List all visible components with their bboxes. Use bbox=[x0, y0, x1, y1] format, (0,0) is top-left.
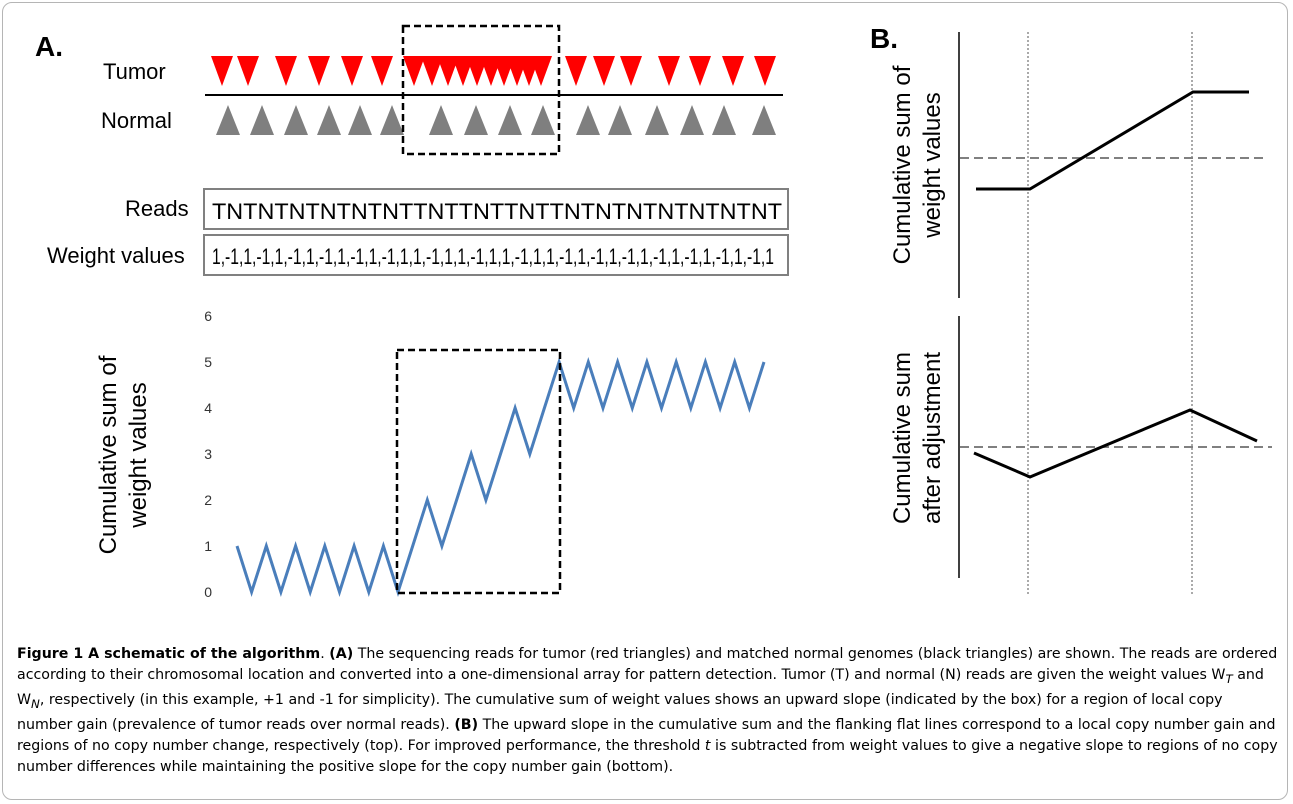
caption-threshold-t: t bbox=[704, 737, 711, 754]
y-tick-label: 6 bbox=[204, 308, 212, 324]
caption-title-end: . bbox=[320, 646, 330, 662]
normal-read-marker bbox=[712, 105, 736, 135]
normal-read-marker bbox=[317, 105, 341, 135]
tumor-read-marker bbox=[275, 56, 297, 86]
tumor-read-marker bbox=[403, 56, 425, 86]
y-tick-label: 0 bbox=[204, 584, 212, 600]
caption-title: Figure 1 A schematic of the algorithm bbox=[17, 646, 321, 662]
tumor-read-marker bbox=[308, 56, 330, 86]
tumor-read-marker bbox=[722, 56, 744, 86]
y-tick-label: 5 bbox=[204, 354, 212, 370]
cumulative-sum-series bbox=[235, 357, 766, 597]
tumor-read-marker bbox=[689, 56, 711, 86]
chart-ylabel-line2: weight values bbox=[125, 382, 152, 528]
normal-read-marker bbox=[752, 105, 776, 135]
normal-read-marker bbox=[380, 105, 404, 135]
reads-sequence: TNTNTNTNTNTNTTNTTNTTNTTNTNTNTNTNTNTNT bbox=[212, 199, 782, 224]
tumor-read-marker bbox=[658, 56, 680, 86]
panel-b-top-ylabel-line1: Cumulative sum of bbox=[889, 65, 916, 264]
tumor-read-marker bbox=[211, 56, 233, 86]
y-tick-label: 1 bbox=[204, 538, 212, 554]
normal-read-marker bbox=[531, 105, 555, 135]
figure-graphic: A. Tumor Normal Reads TNTNTNTNTNTNTTNTTN… bbox=[35, 23, 1272, 600]
normal-read-marker bbox=[608, 105, 632, 135]
caption-wn-sub: N bbox=[31, 696, 40, 711]
caption-a-text2: , respectively (in this example, +1 and … bbox=[17, 691, 1223, 733]
caption-a-lead: (A) bbox=[329, 646, 354, 662]
tumor-read-marker bbox=[754, 56, 776, 86]
gain-region-box-top bbox=[401, 24, 561, 156]
normal-read-triangles bbox=[216, 105, 776, 135]
normal-read-marker bbox=[348, 105, 372, 135]
tumor-read-marker bbox=[530, 56, 552, 86]
tumor-label: Tumor bbox=[103, 59, 166, 84]
caption-a-mid: and W bbox=[17, 667, 1264, 708]
figure-caption: Figure 1 A schematic of the algorithm. (… bbox=[17, 644, 1279, 778]
tumor-read-marker bbox=[565, 56, 587, 86]
panel-b-top-ylabel-line2: weight values bbox=[919, 92, 946, 238]
panel-b-top-curve bbox=[976, 90, 1249, 191]
normal-label: Normal bbox=[101, 108, 172, 133]
panel-b-bottom-ylabel: Cumulative sum after adjustment bbox=[889, 352, 946, 524]
gain-region-box-chart bbox=[395, 348, 562, 595]
panel-a-label: A. bbox=[35, 31, 63, 62]
normal-read-marker bbox=[576, 105, 600, 135]
tumor-read-marker bbox=[620, 56, 642, 86]
caption-wt-sub: T bbox=[1225, 671, 1233, 686]
normal-read-marker bbox=[250, 105, 274, 135]
tumor-read-marker bbox=[452, 56, 474, 86]
normal-read-marker bbox=[429, 105, 453, 135]
tumor-read-marker bbox=[466, 56, 488, 86]
normal-read-marker bbox=[284, 105, 308, 135]
weights-sequence: 1,-1,1,-1,1,-1,1,-1,1,-1,1,-1,1,1,-1,1,1… bbox=[212, 244, 774, 269]
normal-read-marker bbox=[464, 105, 488, 135]
normal-read-marker bbox=[680, 105, 704, 135]
tumor-read-marker bbox=[593, 56, 615, 86]
normal-read-marker bbox=[498, 105, 522, 135]
chart-y-tick-labels: 0 1 2 3 4 5 6 bbox=[204, 308, 212, 600]
panel-b-bottom-ylabel-line1: Cumulative sum bbox=[889, 352, 916, 524]
panel-b-label: B. bbox=[870, 23, 898, 54]
tumor-read-marker bbox=[341, 56, 363, 86]
y-tick-label: 4 bbox=[204, 400, 212, 416]
caption-a-text: The sequencing reads for tumor (red tria… bbox=[17, 646, 1278, 683]
tumor-read-triangles bbox=[211, 56, 776, 86]
normal-read-marker bbox=[216, 105, 240, 135]
caption-b-text2: is subtracted from weight values to give… bbox=[17, 737, 1278, 775]
reads-label: Reads bbox=[125, 196, 189, 221]
tumor-read-marker bbox=[437, 56, 459, 86]
y-tick-label: 2 bbox=[204, 492, 212, 508]
caption-b-text: The upward slope in the cumulative sum a… bbox=[17, 716, 1276, 754]
panel-b-bottom-curve bbox=[973, 408, 1258, 479]
weights-box bbox=[203, 234, 789, 276]
caption-b-lead: (B) bbox=[454, 716, 479, 733]
cumulative-sum-line bbox=[235, 357, 766, 597]
tumor-read-marker bbox=[371, 56, 393, 86]
weights-label: Weight values bbox=[47, 243, 185, 268]
y-tick-label: 3 bbox=[204, 446, 212, 462]
panel-b-top-ylabel: Cumulative sum of weight values bbox=[889, 65, 946, 264]
tumor-read-marker bbox=[237, 56, 259, 86]
chart-ylabel-line1: Cumulative sum of bbox=[95, 355, 122, 554]
chart-y-axis-label: Cumulative sum of weight values bbox=[95, 355, 152, 554]
reads-box bbox=[203, 188, 789, 230]
normal-read-marker bbox=[645, 105, 669, 135]
tumor-read-marker bbox=[421, 56, 443, 86]
panel-b-bottom-ylabel-line2: after adjustment bbox=[919, 352, 946, 524]
